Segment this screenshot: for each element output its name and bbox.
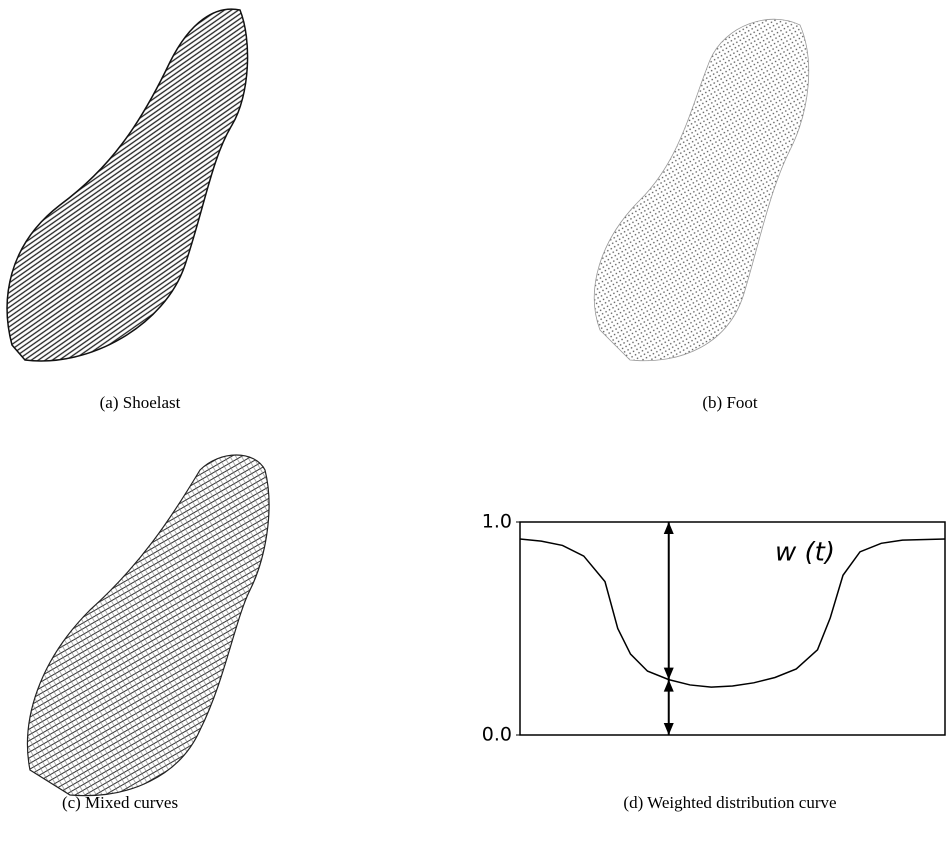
caption: (a) Shoelast [100,393,181,412]
arrow-head [664,723,674,735]
plot-frame [520,522,945,735]
y-tick-label: 0.0 [482,724,512,746]
curve [520,539,945,687]
foot-image [594,19,808,361]
arrow-head [664,522,674,534]
mixed-curves-image [28,455,270,796]
annotation: w (t) [775,538,835,568]
caption: (b) Foot [702,393,758,412]
y-tick-label: 1.0 [482,511,512,533]
caption: (d) Weighted distribution curve [623,793,836,812]
arrow-head [664,680,674,692]
figure: (a) Shoelast (b) Foot (c) Mixed curves (… [0,0,947,855]
shoelast-image [7,9,247,361]
caption: (c) Mixed curves [62,793,178,812]
